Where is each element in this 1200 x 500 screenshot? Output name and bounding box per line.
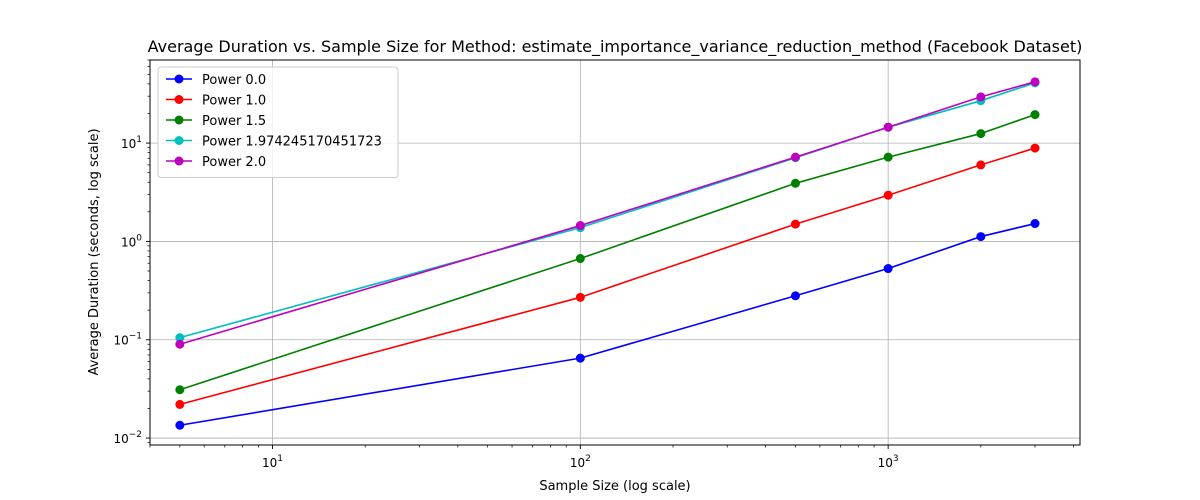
legend-swatch-marker — [174, 74, 184, 84]
data-point — [790, 291, 800, 301]
legend: Power 0.0 Power 1.0 Power 1.5 Power 1.97424… — [157, 66, 399, 178]
data-point — [1030, 110, 1040, 120]
data-point — [976, 92, 986, 102]
x-tick-label: 101 — [262, 454, 283, 470]
data-point — [175, 333, 185, 343]
y-tick-label: 101 — [121, 135, 142, 151]
legend-entry: Power 1.5 — [202, 114, 266, 129]
series-line — [179, 222, 1036, 427]
series-line — [179, 81, 1036, 346]
x-axis-label: Sample Size (log scale) — [539, 479, 690, 494]
plot-frame — [149, 59, 1081, 446]
axes: 101 102 103 10−2 10−1 100 101 — [113, 59, 1081, 470]
data-point — [883, 264, 893, 274]
data-point — [883, 152, 893, 162]
y-tick-label: 10−2 — [113, 430, 142, 446]
data-point — [575, 353, 585, 363]
data-point — [883, 122, 893, 132]
data-point — [1030, 219, 1040, 229]
data-point — [175, 399, 185, 409]
series-line — [179, 113, 1036, 391]
data-point — [175, 385, 185, 395]
data-point — [790, 178, 800, 188]
data-point — [575, 292, 585, 302]
legend-swatch-marker — [174, 95, 184, 104]
data-point — [976, 232, 986, 242]
data-point — [790, 152, 800, 162]
data-point — [790, 219, 800, 229]
data-point — [976, 160, 986, 170]
data-point — [175, 339, 185, 349]
legend-entry: Power 1.974245170451723 — [202, 135, 382, 150]
data-point — [575, 254, 585, 264]
data-point — [575, 221, 585, 231]
legend-swatch-marker — [174, 156, 184, 166]
series-line — [179, 147, 1036, 406]
data-point — [175, 420, 185, 430]
data-point — [1030, 77, 1040, 87]
chart-title: Average Duration vs. Sample Size for Met… — [148, 37, 1083, 57]
legend-entry: Power 1.0 — [202, 94, 266, 109]
y-tick-label: 100 — [121, 233, 142, 249]
legend-swatch-marker — [174, 136, 184, 145]
x-tick-label: 103 — [878, 454, 899, 470]
x-tick-label: 102 — [570, 454, 591, 470]
legend-entry: Power 2.0 — [202, 155, 266, 170]
y-tick-label: 10−1 — [113, 332, 142, 348]
data-point — [883, 190, 893, 200]
series-layer — [175, 77, 1040, 430]
legend-entry: Power 0.0 — [202, 73, 266, 88]
y-axis-label: Average Duration (seconds, log scale) — [87, 128, 102, 375]
legend-box — [157, 66, 399, 178]
data-point — [976, 129, 986, 139]
data-point — [1030, 143, 1040, 153]
legend-swatch-marker — [174, 115, 184, 125]
